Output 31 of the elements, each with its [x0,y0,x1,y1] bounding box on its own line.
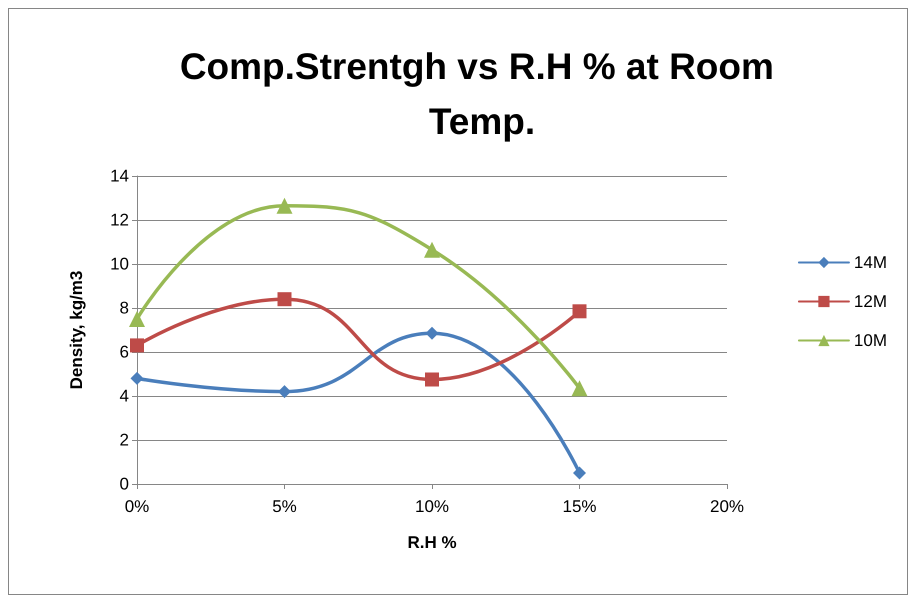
point [129,311,145,327]
legend-label: 14M [854,253,888,272]
point [573,466,586,480]
y-tick-label: 4 [120,386,129,406]
x-tick-label: 20% [710,497,744,516]
legend-label: 10M [854,331,888,350]
y-tick-label: 8 [120,298,129,318]
point [426,326,438,340]
x-tick-label: 0% [124,497,150,516]
y-tick-label: 0 [120,474,129,494]
x-tick-label: 5% [272,497,297,516]
point [572,380,588,396]
point [278,385,291,398]
legend-label: 12M [854,292,888,311]
point [278,292,292,306]
y-tick-label: 14 [110,166,129,186]
point [572,304,586,318]
y-tick-label: 2 [120,430,129,450]
point [130,372,144,385]
y-tick-label: 10 [110,254,129,274]
point [424,242,440,258]
x-tick-label: 15% [562,497,597,516]
chart-title: Comp.Strentgh vs R.H % at Room Temp. [180,46,784,142]
x-axis-title: R.H % [407,533,457,552]
point [130,338,144,352]
y-axis-title: Density, kg/m3 [67,270,86,390]
y-tick-label: 6 [120,342,129,362]
y-tick-label: 12 [110,210,129,230]
point [276,198,292,214]
x-tick-label: 10% [414,497,450,516]
point [425,372,439,386]
